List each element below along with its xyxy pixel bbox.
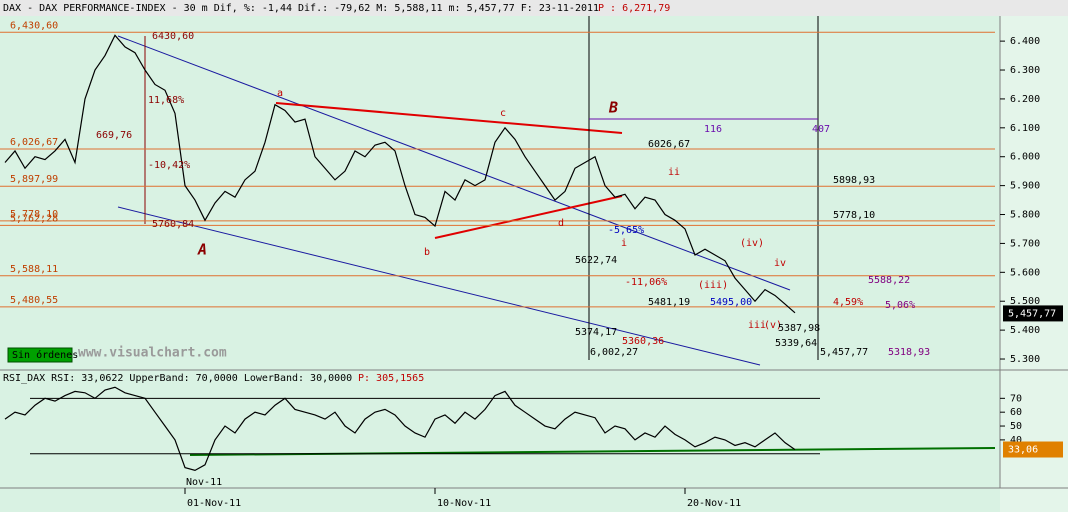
- rsi-p: P: 305,1565: [358, 373, 424, 384]
- watermark: www.visualchart.com: [78, 346, 227, 361]
- axis-area: [1000, 16, 1068, 512]
- trend-line: [275, 102, 623, 134]
- annotation: 5622,74: [575, 255, 617, 266]
- annotation: 5,06%: [885, 300, 915, 311]
- x-tick-label: 10-Nov-11: [437, 498, 491, 509]
- annotation: 6026,67: [648, 139, 690, 150]
- channel-line: [117, 35, 791, 291]
- annotation: 5360,36: [622, 336, 664, 347]
- annotation: ii: [668, 167, 680, 178]
- annotation: (v): [764, 320, 782, 331]
- level-label: 5,480,55: [10, 295, 58, 306]
- level-label: 5,762,28: [10, 213, 58, 224]
- header-p: P : 6,271,79: [598, 3, 670, 14]
- annotation: B: [608, 99, 618, 117]
- channel-line: [117, 206, 761, 366]
- annotation: 6,002,27: [590, 347, 638, 358]
- annotation: -10,42%: [148, 160, 190, 171]
- y-tick-label: 5.600: [1010, 267, 1040, 278]
- annotation: -5,65%: [608, 225, 644, 236]
- level-label: 5,778,10: [10, 209, 58, 220]
- annotation: 5318,93: [888, 347, 930, 358]
- y-tick-label: 5.400: [1010, 325, 1040, 336]
- annotation: b: [424, 247, 430, 258]
- last-price-box: [1003, 305, 1063, 322]
- price-line: [4, 34, 796, 314]
- level-label: 6,026,67: [10, 137, 58, 148]
- level-label: 6,430,60: [10, 20, 58, 31]
- annotation: d: [558, 218, 564, 229]
- status-box: [7, 347, 73, 363]
- annotation: i: [621, 238, 627, 249]
- annotation: c: [500, 108, 506, 119]
- annotation: 5,457,77: [820, 347, 868, 358]
- annotation: (iv): [740, 238, 764, 249]
- y-tick-label: 5.500: [1010, 296, 1040, 307]
- y-tick-label: 60: [1010, 407, 1022, 418]
- last-price-label: 5,457,77: [1008, 308, 1056, 319]
- annotation: iv: [774, 258, 786, 269]
- y-tick-label: 40: [1010, 435, 1022, 446]
- last-price-label: 33,06: [1008, 445, 1038, 456]
- annotation: iii: [748, 320, 766, 331]
- annotation: 5778,10: [833, 210, 875, 221]
- last-price-box: [1003, 441, 1063, 458]
- level-label: 5,588,11: [10, 264, 58, 275]
- level-label: 5,897,99: [10, 174, 58, 185]
- annotation: 5898,93: [833, 175, 875, 186]
- annotation: 5481,19: [648, 297, 690, 308]
- trend-line: [434, 195, 623, 239]
- annotation: 5760,84: [152, 219, 194, 230]
- annotation: 5387,98: [778, 323, 820, 334]
- y-tick-label: 5.700: [1010, 238, 1040, 249]
- annotation: 5374,17: [575, 327, 617, 338]
- y-tick-label: 50: [1010, 421, 1022, 432]
- annotation: 5588,22: [868, 275, 910, 286]
- rsi-header: RSI_DAX RSI: 33,0622 UpperBand: 70,0000 …: [3, 373, 352, 384]
- annotation: 6430,60: [152, 31, 194, 42]
- y-tick-label: 70: [1010, 393, 1022, 404]
- annotation: a: [277, 88, 283, 99]
- status: Sin órdenes: [12, 349, 78, 361]
- x-tick-label: 01-Nov-11: [187, 498, 241, 509]
- annotation: 5495,00: [710, 297, 752, 308]
- y-tick-label: 5.900: [1010, 181, 1040, 192]
- header-bar: [0, 0, 1068, 16]
- y-tick-label: 6.300: [1010, 65, 1040, 76]
- y-tick-label: 6.200: [1010, 94, 1040, 105]
- annotation: 5339,64: [775, 338, 817, 349]
- x-tick-label: 20-Nov-11: [687, 498, 741, 509]
- annotation: 669,76: [96, 130, 132, 141]
- annotation: A: [197, 241, 207, 259]
- y-tick-label: 6.100: [1010, 123, 1040, 134]
- y-tick-label: 6.000: [1010, 152, 1040, 163]
- y-tick-label: 5.800: [1010, 210, 1040, 221]
- annotation: (iii): [698, 280, 728, 291]
- annotation: -11,06%: [625, 277, 667, 288]
- price-line: [4, 386, 796, 472]
- header-text: DAX - DAX PERFORMANCE-INDEX - 30 m Dif, …: [3, 3, 599, 14]
- y-tick-label: 6.400: [1010, 36, 1040, 47]
- annotation: 116: [704, 124, 722, 135]
- annotation: 407: [812, 124, 830, 135]
- annotation: 4,59%: [833, 297, 863, 308]
- y-tick-label: 5.300: [1010, 354, 1040, 365]
- month-label: Nov-11: [186, 477, 222, 488]
- annotation: 11,68%: [148, 95, 184, 106]
